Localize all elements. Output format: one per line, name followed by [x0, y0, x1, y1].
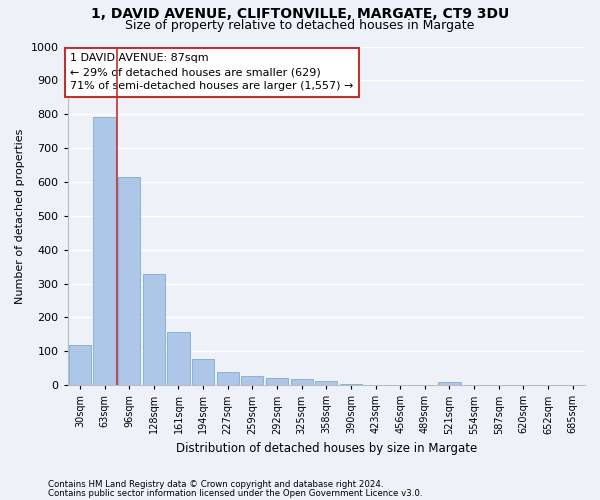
Bar	[439, 382, 461, 385]
Text: 1, DAVID AVENUE, CLIFTONVILLE, MARGATE, CT9 3DU: 1, DAVID AVENUE, CLIFTONVILLE, MARGATE, …	[91, 8, 509, 22]
Text: Size of property relative to detached houses in Margate: Size of property relative to detached ho…	[125, 19, 475, 32]
Y-axis label: Number of detached properties: Number of detached properties	[15, 128, 25, 304]
Bar	[217, 372, 239, 385]
Text: Contains HM Land Registry data © Crown copyright and database right 2024.: Contains HM Land Registry data © Crown c…	[48, 480, 383, 489]
Bar	[241, 376, 263, 385]
Bar	[340, 384, 362, 385]
Text: Contains public sector information licensed under the Open Government Licence v3: Contains public sector information licen…	[48, 488, 422, 498]
Bar	[290, 380, 313, 385]
Text: 1 DAVID AVENUE: 87sqm
← 29% of detached houses are smaller (629)
71% of semi-det: 1 DAVID AVENUE: 87sqm ← 29% of detached …	[70, 54, 353, 92]
Bar	[94, 116, 116, 385]
Bar	[118, 177, 140, 385]
Bar	[69, 344, 91, 385]
Bar	[143, 274, 165, 385]
Bar	[167, 332, 190, 385]
X-axis label: Distribution of detached houses by size in Margate: Distribution of detached houses by size …	[176, 442, 477, 455]
Bar	[266, 378, 288, 385]
Bar	[192, 358, 214, 385]
Bar	[315, 382, 337, 385]
